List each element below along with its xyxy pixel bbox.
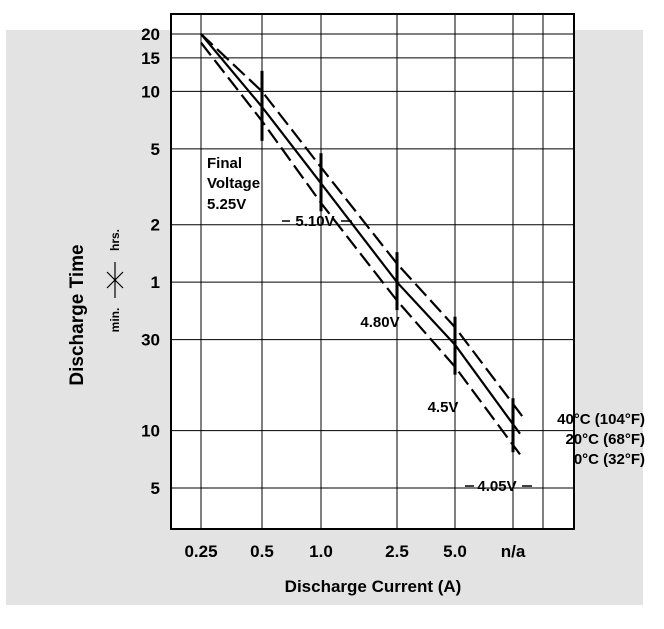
y-tick-label-minutes-5: 5 xyxy=(151,479,160,498)
voltage-label-3: 4.05V xyxy=(477,478,516,495)
y-tick-label-hours-15: 15 xyxy=(141,49,160,68)
legend-label-0: 40°C (104°F) xyxy=(557,411,645,428)
y-tick-label-hours-2: 2 xyxy=(151,216,160,235)
hours-marker-label: hrs. xyxy=(108,229,122,251)
voltage-label-1: 4.80V xyxy=(360,314,399,331)
x-axis-title: Discharge Current (A) xyxy=(285,577,462,596)
plot-frame xyxy=(170,13,575,530)
x-tick-label-2: 1.0 xyxy=(309,542,333,561)
y-tick-label-hours-10: 10 xyxy=(141,82,160,101)
x-tick-label-0: 0.25 xyxy=(184,542,217,561)
voltage-tick-marks xyxy=(260,70,515,453)
x-tick-label-1: 0.5 xyxy=(250,542,274,561)
minutes-marker-label: min. xyxy=(108,308,122,333)
voltage-label-2: 4.5V xyxy=(428,399,459,416)
final-voltage-caption-line3: 5.25V xyxy=(207,196,246,213)
x-tick-label-3: 2.5 xyxy=(385,542,409,561)
y-tick-label-minutes-10: 10 xyxy=(141,422,160,441)
x-tick-label-5: n/a xyxy=(501,542,526,561)
final-voltage-caption-line2: Voltage xyxy=(207,175,260,192)
y-tick-label-hours-1: 1 xyxy=(151,273,160,292)
chart-labels: 20 15 10 5 2 1 30 10 5 0.25 0.5 1.0 2.5 5.0 n/a 40°C (1… xyxy=(141,25,645,561)
y-tick-label-hours-20: 20 xyxy=(141,25,160,44)
legend-label-1: 20°C (68°F) xyxy=(565,431,645,448)
y-axis-title: Discharge Time xyxy=(67,244,88,385)
legend-label-2: 0°C (32°F) xyxy=(574,451,645,468)
unit-switch-marker: hrs. min. xyxy=(106,229,124,333)
x-tick-label-4: 5.0 xyxy=(443,542,467,561)
y-tick-label-minutes-30: 30 xyxy=(141,331,160,350)
final-voltage-caption-line1: Final xyxy=(207,155,242,172)
voltage-label-0: 5.10V xyxy=(295,213,334,230)
y-tick-label-hours-5: 5 xyxy=(151,140,160,159)
